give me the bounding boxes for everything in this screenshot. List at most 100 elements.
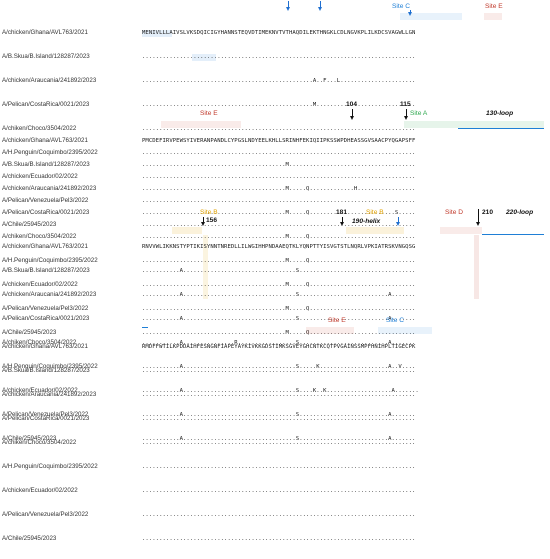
seq-row: ...........A............................… (142, 292, 416, 298)
seq-row: RNVVWLIKKNSTYPTIKISYNNTNREDLLILWGIHHPNDA… (142, 244, 416, 250)
seq-name: A/chiken/Choco/3504/2022 (2, 125, 77, 132)
site-e-label: Site E (200, 110, 218, 117)
seq-row: ...........A............................… (142, 268, 416, 274)
site-e-label: Site E (328, 317, 346, 324)
seq-row: MENIVLLLAIVSLVKSDQICIGYHANNSTEQVDTIMEKNV… (142, 30, 416, 36)
site-a-label: Site A (410, 110, 428, 117)
site-d-label: Site D (445, 209, 463, 216)
seq-name: A/B.Skua/B.Island/128287/2023 (2, 53, 90, 60)
seq-name: A/B.Skua/B.Island/128287/2023 (2, 161, 90, 168)
sequence-rows: RMDFFWTILKPDDAIHFESNGNFIAPEYAYKIVKKGDSTI… (142, 327, 415, 559)
seq-row: ........................................… (142, 440, 416, 446)
seq-name: A/chiken/Choco/3504/2022 (2, 233, 77, 240)
site-e-label: Site E (485, 3, 503, 10)
seq-row: ........................................… (142, 210, 416, 216)
seq-row: ........................................… (142, 234, 416, 240)
seq-row: ...........A............................… (142, 388, 419, 394)
site-e-highlight (484, 13, 502, 20)
sequence-names: A/chicken/Ghana/AVL763/2021 A/B.Skua/B.I… (2, 13, 98, 245)
seq-row: ........................................… (142, 392, 416, 398)
position-label-115: 115 (400, 101, 411, 108)
loop-220-underline (482, 234, 544, 235)
seq-name: A/chicken/Araucania/241892/2023 (2, 291, 97, 298)
site-e-highlight (161, 121, 241, 128)
seq-name: A/H.Penguin/Coquimbo/2395/2022 (2, 463, 98, 470)
seq-name: A/chicken/Ecuador/02/2022 (2, 281, 78, 288)
position-label-181: 181 (336, 209, 348, 216)
seq-name: A/chicken/Araucania/241892/2023 (2, 391, 97, 398)
seq-row: ........................................… (142, 306, 416, 312)
seq-row: ........................................… (142, 174, 416, 180)
seq-name: A/H.Penguin/Coquimbo/2395/2022 (2, 149, 98, 156)
seq-row: ........................................… (142, 162, 416, 168)
seq-name: A/B.Skua/B.Island/128287/2023 (2, 267, 90, 274)
site-b-highlight (172, 227, 202, 234)
seq-row: ........................................… (142, 126, 416, 132)
position-label-156: 156 (206, 217, 218, 224)
site-c-highlight (400, 13, 462, 20)
site-highlight (192, 54, 216, 61)
seq-name: A/chicken/Ghana/AVL763/2021 (2, 29, 88, 36)
seq-name: A/chicken/Ghana/AVL763/2021 (2, 343, 88, 350)
seq-row: ........................................… (142, 488, 416, 494)
seq-row: ........................................… (142, 54, 416, 60)
seq-row: ........................................… (142, 198, 416, 204)
site-c-label: Site C (386, 317, 404, 324)
seq-row: RMDFFWTILKPDDAIHFESNGNFIAPEYAYKIVKKGDSTI… (142, 344, 416, 350)
seq-name: A/chicken/Ecuador/02/2022 (2, 173, 78, 180)
seq-name: A/chiken/Choco/3504/2022 (2, 439, 77, 446)
seq-row: ........................................… (142, 78, 416, 84)
seq-name: A/chicken/Araucania/241892/2023 (2, 185, 97, 192)
seq-row: ........................................… (142, 186, 416, 192)
site-d-highlight (440, 227, 482, 234)
seq-row: ...........A............................… (142, 316, 416, 322)
seq-name: A/H.Penguin/Coquimbo/2395/2022 (2, 363, 98, 370)
sequence-rows: PMCDEFIRVPEWSYIVERANPANDLCYPGSLNDYEELKHL… (142, 121, 415, 353)
sequence-rows: MENIVLLLAIVSLVKSDQICIGYHANNSTEQVDTIMEKNV… (142, 13, 415, 245)
seq-name: A/H.Penguin/Coquimbo/2395/2022 (2, 257, 98, 264)
seq-row: ........................................… (142, 258, 416, 264)
seq-name: A/B.Skua/B.Island/128287/2023 (2, 367, 90, 374)
seq-name: A/Pelican/CostaRica/0021/2023 (2, 415, 90, 422)
seq-row: ...........A............................… (142, 364, 416, 370)
loop-130-label: 130-loop (486, 110, 514, 117)
seq-row: ........................................… (142, 282, 416, 288)
seq-row: ........................................… (142, 102, 416, 108)
seq-name: A/Pelican/CostaRica/0021/2023 (2, 101, 90, 108)
position-label-104: 104 (346, 101, 358, 108)
site-highlight (142, 30, 172, 37)
loop-130-underline (458, 128, 544, 129)
seq-row: ........................................… (142, 368, 416, 374)
seq-name: A/Chile/25945/2023 (2, 221, 57, 228)
seq-name: A/Pelican/CostaRica/0021/2023 (2, 209, 90, 216)
position-label-210: 210 (482, 209, 494, 216)
site-c-highlight (378, 327, 432, 334)
site-e-highlight (306, 327, 354, 334)
seq-name: A/chiken/Choco/3504/2022 (2, 339, 77, 346)
seq-row: ........................................… (142, 416, 416, 422)
site-c-label: Site C (392, 3, 410, 10)
sequence-underline (142, 327, 148, 328)
site-a-highlight (404, 121, 544, 128)
seq-name: A/Pelican/Venezuela/Pel3/2022 (2, 305, 89, 312)
seq-name: A/chicken/Ecuador/02/2022 (2, 487, 78, 494)
seq-row: ........................................… (142, 150, 416, 156)
seq-name: A/Pelican/Venezuela/Pel3/2022 (2, 511, 89, 518)
helix-190-label: 190-helix (352, 218, 381, 225)
site-b-label: Site B (200, 209, 218, 216)
seq-row: ........................................… (142, 222, 416, 228)
seq-name: A/chicken/Ecuador/02/2022 (2, 387, 78, 394)
seq-row: ........................................… (142, 330, 416, 336)
sequence-names: A/chicken/Ghana/AVL763/2021 A/B.Skua/B.I… (2, 121, 98, 353)
loop-220-label: 220-loop (506, 209, 534, 216)
seq-row: PMCDEFIRVPEWSYIVERANPANDLCYPGSLNDYEELKHL… (142, 138, 416, 144)
seq-row: ........................................… (142, 464, 416, 470)
seq-row: ...........A...............R............… (142, 340, 416, 346)
seq-name: A/chicken/Ghana/AVL763/2021 (2, 137, 88, 144)
sequence-names: A/chicken/Ghana/AVL763/2021 A/B.Skua/B.I… (2, 327, 98, 559)
mutation-column-highlight (474, 235, 479, 299)
seq-name: A/Pelican/CostaRica/0021/2023 (2, 315, 90, 322)
seq-name: A/Chile/25945/2023 (2, 535, 57, 542)
seq-name: A/Pelican/Venezuela/Pel3/2022 (2, 197, 89, 204)
seq-name: A/chicken/Araucania/241892/2023 (2, 77, 97, 84)
